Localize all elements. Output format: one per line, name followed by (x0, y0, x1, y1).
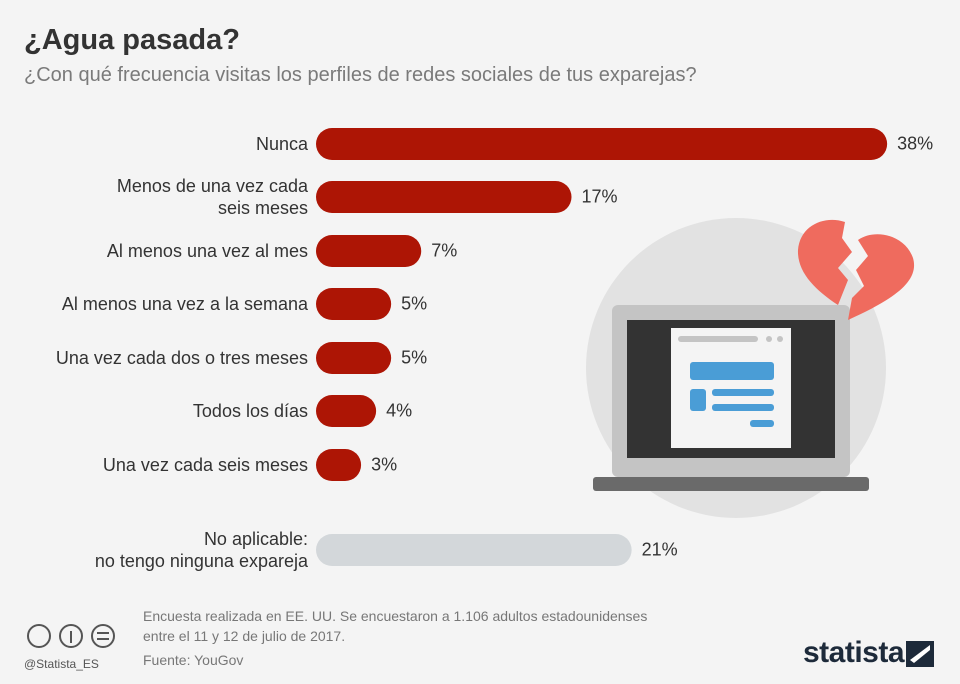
bar (316, 235, 422, 267)
nd-icon (91, 624, 115, 648)
category-label: Al menos una vez a la semana (61, 294, 308, 314)
dot (766, 336, 772, 342)
value-label: 5% (401, 347, 428, 368)
category-label: Al menos una vez al mes (106, 241, 308, 261)
value-label: 7% (431, 240, 458, 261)
illustration (586, 218, 915, 518)
by-icon (59, 624, 83, 648)
title: ¿Agua pasada? (24, 24, 240, 56)
avatar (690, 389, 706, 411)
browser-window (671, 328, 791, 448)
category-label: Menos de una vez cada seis meses (116, 176, 308, 218)
category-label: Nunca (255, 134, 308, 154)
category-label: Todos los días (192, 401, 308, 421)
value-label: 5% (401, 293, 428, 314)
address-bar (678, 336, 758, 342)
license-icons (27, 624, 115, 648)
value-label: 4% (386, 400, 413, 421)
category-label: Una vez cada seis meses (102, 455, 308, 475)
credit: @Statista_ES (24, 657, 99, 671)
category-label: Una vez cada dos o tres meses (55, 348, 308, 368)
dot (777, 336, 783, 342)
bar (316, 449, 362, 481)
cc-icon (27, 624, 51, 648)
bar (316, 128, 888, 160)
value-label: 38% (897, 133, 934, 154)
bar (316, 395, 377, 427)
value-label: 17% (581, 186, 618, 207)
brand: statista (803, 636, 905, 669)
source: Fuente: YouGov (143, 652, 244, 668)
brand-icon-mark (910, 645, 930, 663)
bar (316, 288, 392, 320)
subtitle: ¿Con qué frecuencia visitas los perfiles… (24, 64, 697, 86)
heart-left (797, 219, 852, 305)
note: Encuesta realizada en EE. UU. Se encuest… (143, 608, 648, 644)
category-label: No aplicable: no tengo ninguna expareja (94, 529, 308, 571)
laptop-base (593, 477, 869, 491)
text-line (750, 420, 774, 427)
bar (316, 181, 572, 213)
text-line (712, 404, 774, 411)
heart-right (848, 234, 915, 320)
text-line (712, 389, 774, 396)
value-label: 21% (641, 539, 678, 560)
profile-block (690, 362, 774, 380)
bar (316, 342, 392, 374)
value-label: 3% (371, 454, 398, 475)
bar (316, 534, 632, 566)
